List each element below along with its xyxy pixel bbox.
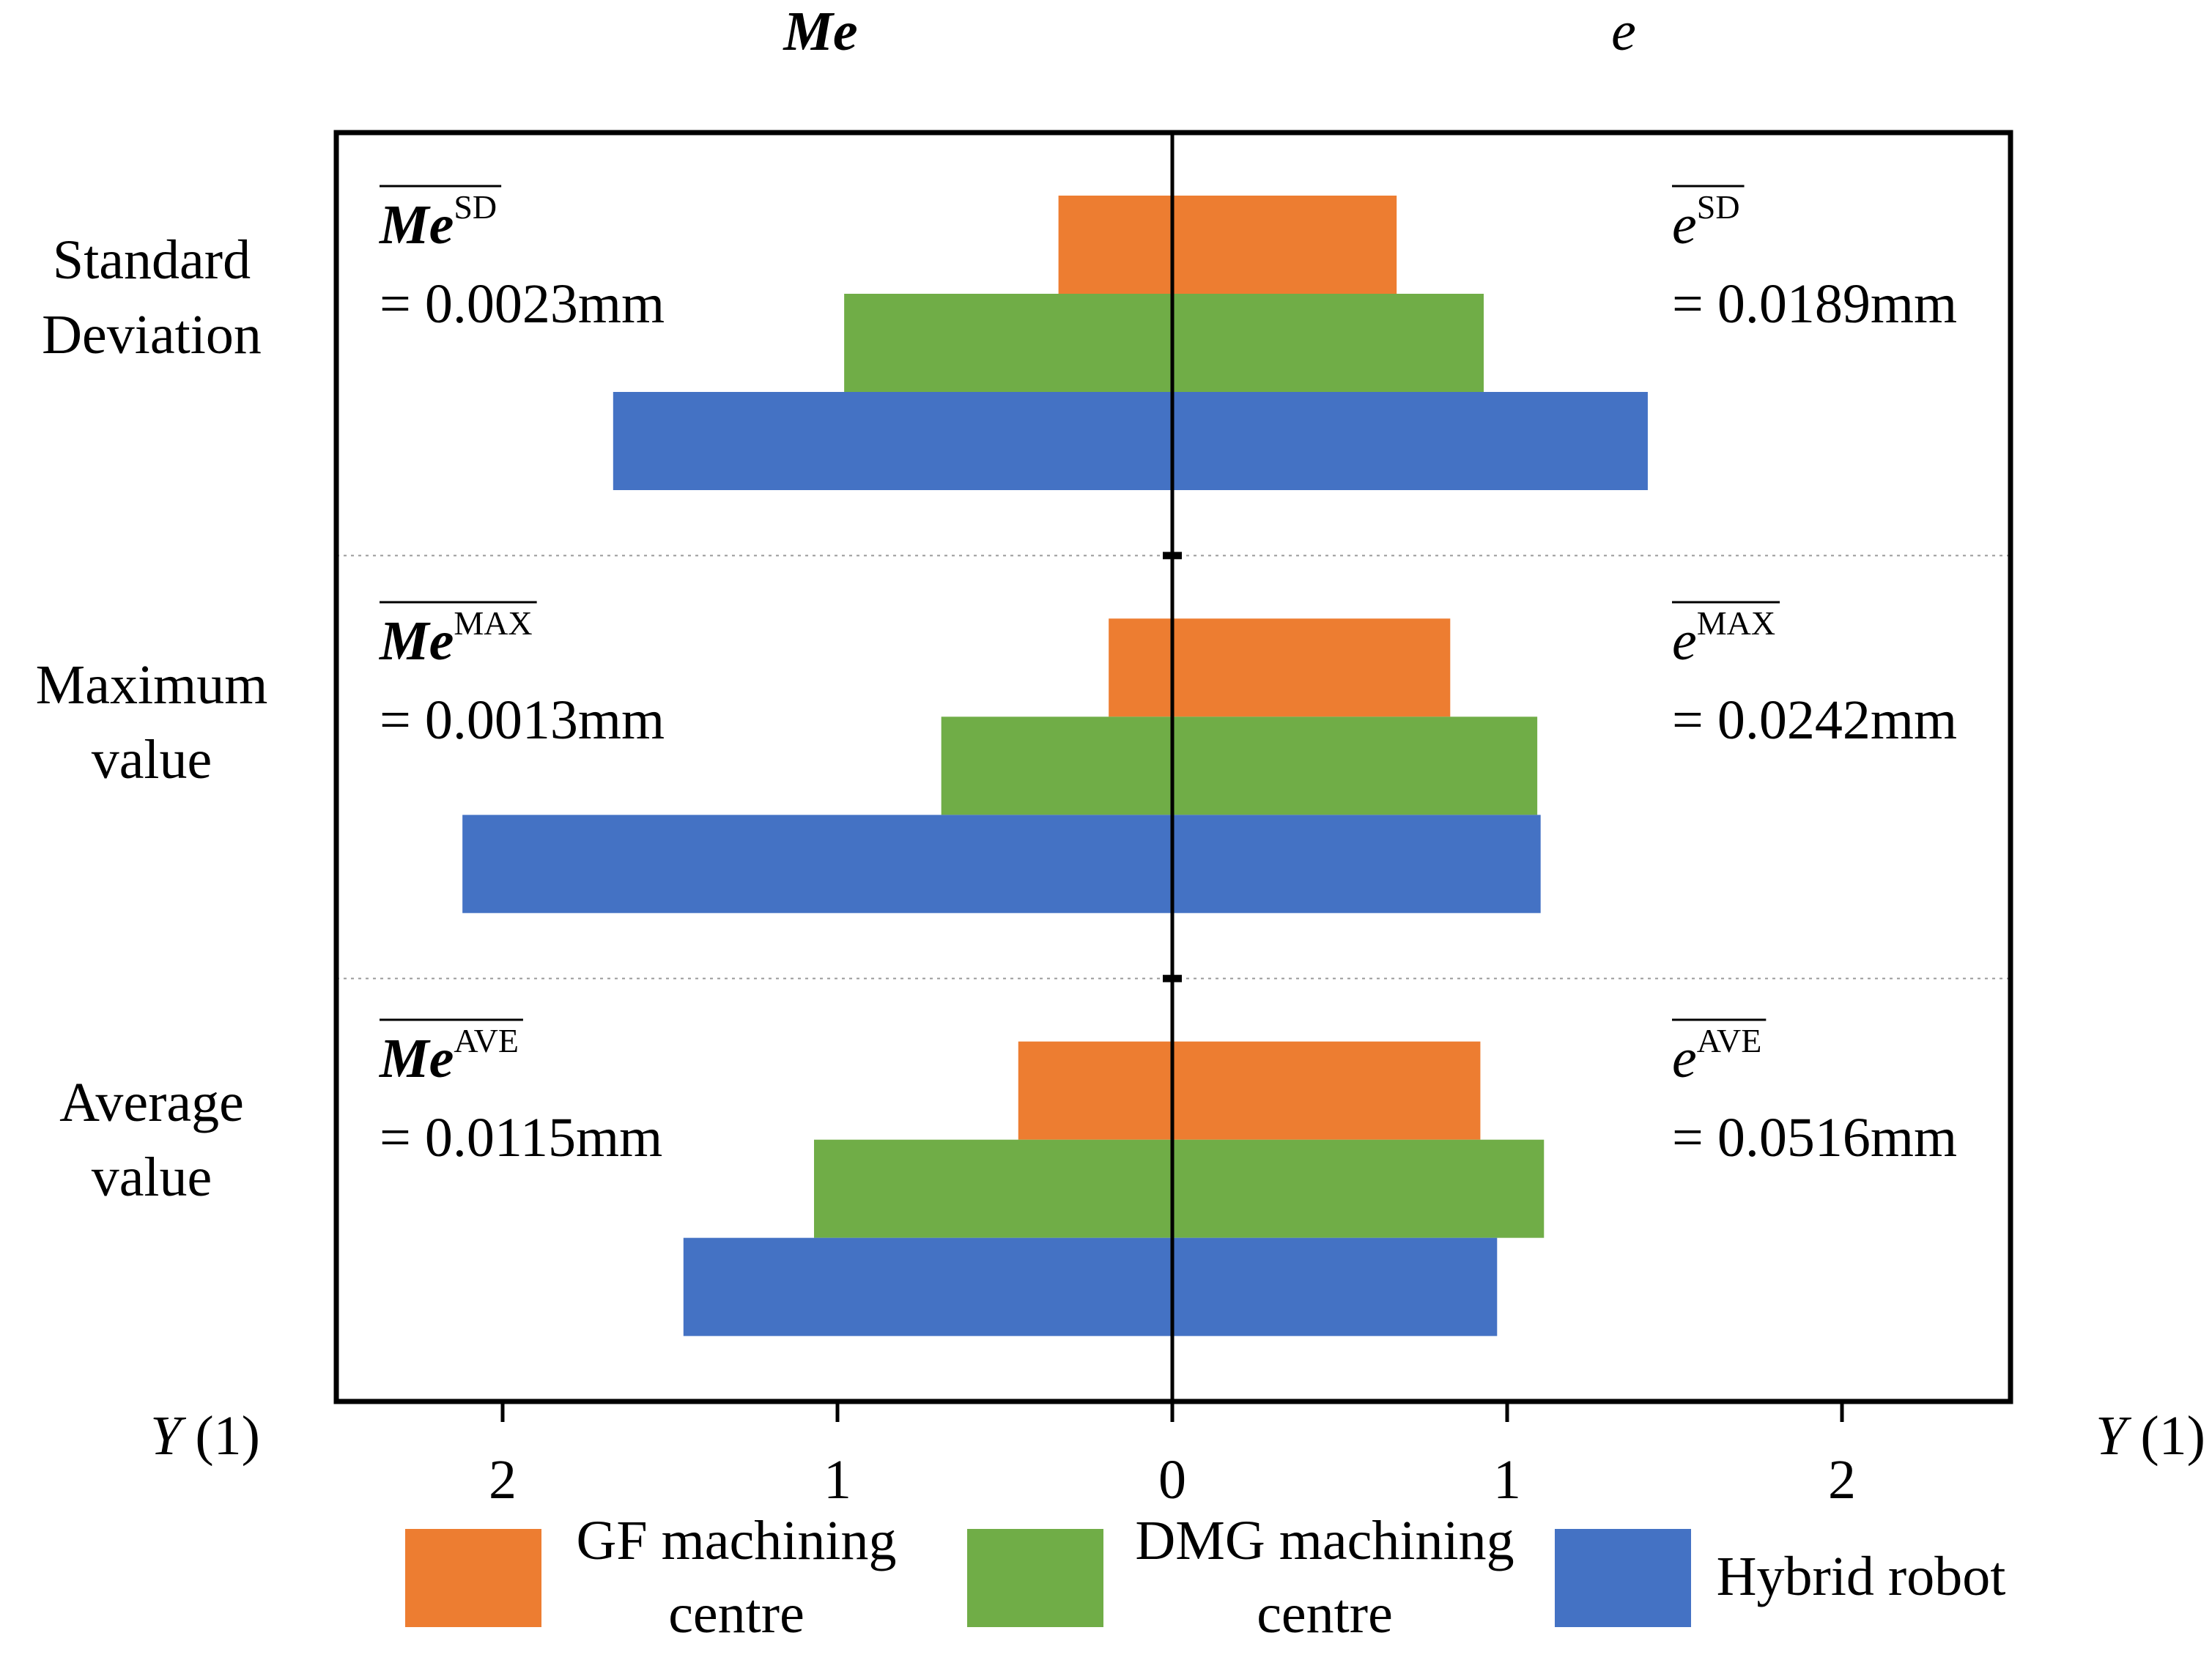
legend-label: centre [1257, 1583, 1393, 1645]
text-layer: 2 1 0 1 2 Y (1) Y (1) Me e Standard Deviation Maxim… [36, 1, 2205, 1511]
legend-label: GF machining [577, 1510, 897, 1571]
annotation-left-value: = 0.0115mm [380, 1107, 662, 1168]
x-tick-label: 1 [1493, 1449, 1521, 1511]
category-label: Standard [53, 229, 251, 291]
annotation-left-symbol: MeAVE [379, 1022, 519, 1089]
bar-me-2-0 [613, 392, 1172, 490]
x-tick-label: 1 [824, 1449, 851, 1511]
category-label: Deviation [42, 304, 262, 366]
annotation-right-value: = 0.0189mm [1672, 273, 1957, 335]
panel-title-left: Me [783, 1, 857, 62]
bar-e-2-0 [1172, 392, 1648, 490]
bar-me-1-0 [844, 294, 1172, 392]
category-label: value [92, 729, 212, 790]
annotation-right-symbol: eSD [1672, 188, 1740, 256]
bar-e-2-1 [1172, 815, 1541, 914]
bar-me-2-1 [462, 815, 1172, 914]
x-tick-label: 2 [1828, 1449, 1856, 1511]
legend: GF machining centre DMG machining centre Hyb… [405, 1510, 2005, 1645]
bar-e-2-2 [1172, 1237, 1498, 1336]
legend-label: DMG machining [1135, 1510, 1514, 1571]
annotation-right-value: = 0.0242mm [1672, 689, 1957, 751]
legend-label: centre [668, 1583, 804, 1645]
annotation-right-symbol: eMAX [1672, 604, 1775, 672]
legend-swatch [405, 1529, 541, 1627]
annotation-left-symbol: MeSD [379, 188, 497, 256]
annotation-left-value: = 0.0023mm [380, 273, 665, 335]
x-tick-label: 2 [489, 1449, 517, 1511]
annotation-left-symbol: MeMAX [379, 604, 533, 672]
bar-e-0-0 [1172, 196, 1397, 294]
panel-title-right: e [1611, 1, 1636, 62]
annotation-right-value: = 0.0516mm [1672, 1107, 1957, 1168]
legend-swatch [967, 1529, 1103, 1627]
plot-layer [333, 130, 2013, 1422]
bar-e-0-1 [1172, 618, 1451, 717]
y-axis-label-left: Y (1) [150, 1405, 260, 1467]
bar-me-0-2 [1018, 1041, 1172, 1140]
bar-me-1-1 [941, 716, 1172, 815]
bar-e-1-2 [1172, 1139, 1545, 1238]
bar-me-0-0 [1058, 196, 1172, 294]
category-label: Average [59, 1072, 244, 1133]
bar-me-1-2 [814, 1139, 1172, 1238]
x-tick-label: 0 [1158, 1449, 1186, 1511]
bar-e-1-0 [1172, 294, 1484, 392]
legend-label: Hybrid robot [1717, 1546, 2006, 1607]
bar-e-0-2 [1172, 1041, 1481, 1140]
bar-me-2-2 [683, 1237, 1172, 1336]
category-label: value [92, 1147, 212, 1208]
y-axis-label-right: Y (1) [2096, 1405, 2205, 1467]
annotation-left-value: = 0.0013mm [380, 689, 665, 751]
annotation-right-symbol: eAVE [1672, 1022, 1761, 1089]
category-label: Maximum [36, 654, 268, 716]
legend-swatch [1555, 1529, 1691, 1627]
bar-me-0-1 [1109, 618, 1172, 717]
bar-e-1-1 [1172, 716, 1538, 815]
